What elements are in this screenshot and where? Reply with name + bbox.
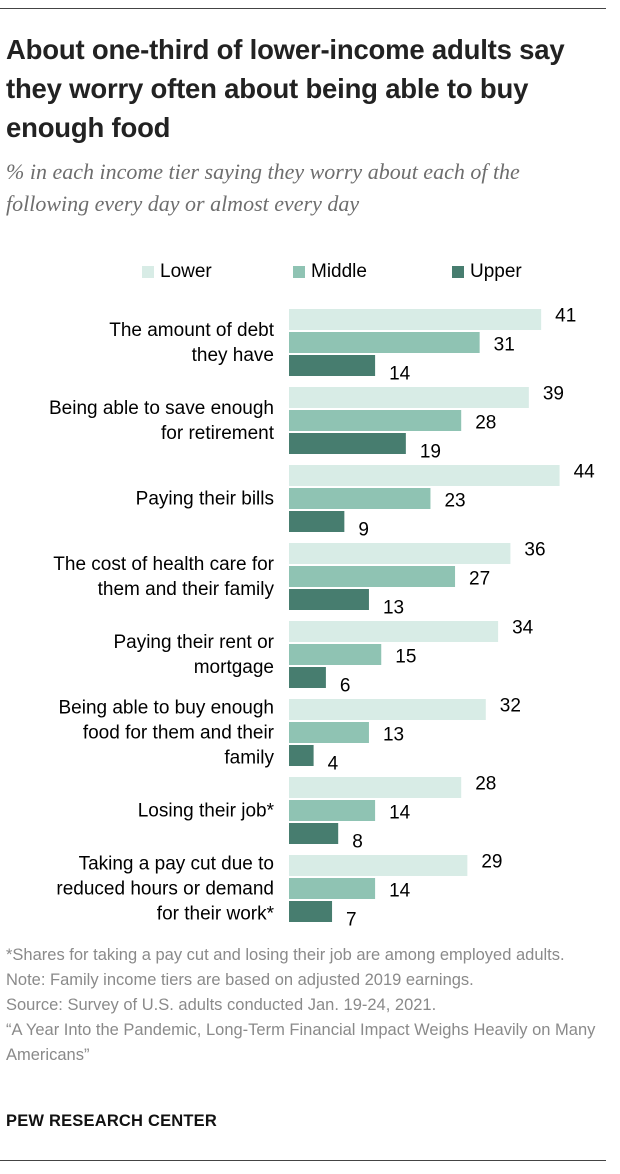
data-label: 15 [395,647,416,668]
top-rule [0,8,606,9]
bar-middle [289,332,480,353]
bar-middle [289,488,431,509]
bar-middle [289,566,456,587]
legend-label-middle: Middle [311,261,367,282]
category-label: The amount of debt [109,320,274,341]
category-label: Taking a pay cut due to [79,854,274,875]
data-label: 27 [469,569,490,590]
category-label: them and their family [98,579,275,600]
bar-lower [289,699,486,720]
legend-label-lower: Lower [160,261,212,282]
category-label: Being able to save enough [49,398,274,419]
bar-upper [289,667,326,688]
legend-label-upper: Upper [470,261,522,282]
chart-title: About one-third of lower-income adults s… [6,34,565,143]
bar-lower [289,309,542,330]
data-label: 14 [389,803,411,824]
data-label: 28 [475,413,496,434]
category-label: reduced hours or demand [56,879,274,900]
data-label: 14 [389,364,411,385]
bar-upper [289,433,406,454]
bar-upper [289,355,376,376]
data-label: 41 [555,306,576,327]
bar-middle [289,722,369,743]
bar-lower [289,543,511,564]
data-label: 6 [340,676,351,697]
legend-swatch-lower [142,266,154,278]
legend-item-lower: Lower [142,259,212,285]
category-label: they have [192,345,274,366]
bar-upper [289,823,339,844]
category-label: for retirement [161,423,275,444]
legend-item-middle: Middle [293,259,367,285]
data-label: 34 [512,618,534,639]
pew-brand: PEW RESEARCH CENTER [6,1112,217,1130]
report-title: “A Year Into the Pandemic, Long-Term Fin… [6,1021,596,1064]
category-label: Paying their bills [136,489,274,510]
bar-lower [289,387,529,408]
data-label: 19 [420,442,441,463]
category-label: Being able to buy enough [58,698,274,719]
bar-upper [289,901,333,922]
data-label: 13 [383,725,404,746]
bar-lower [289,465,560,486]
bar-middle [289,410,462,431]
data-label: 9 [358,520,369,541]
bar-chart: The amount of debt they have 41 31 14 Being a… [49,306,596,931]
bar-upper [289,745,314,766]
data-label: 36 [524,540,545,561]
legend-swatch-middle [293,266,305,278]
chart-subtitle: % in each income tier saying they worry … [6,159,520,216]
data-label: 32 [500,696,521,717]
footnote-employed: *Shares for taking a pay cut and losing … [6,946,565,964]
bar-middle [289,800,376,821]
category-label: Paying their rent or [113,632,274,653]
data-label: 31 [494,335,515,356]
data-label: 28 [475,774,496,795]
legend-item-upper: Upper [452,259,522,285]
bar-lower [289,621,499,642]
category-label: mortgage [194,657,274,678]
data-label: 7 [346,910,357,931]
data-label: 13 [383,598,404,619]
category-label: for their work* [157,904,275,925]
note-income-tiers: Note: Family income tiers are based on a… [6,971,474,989]
data-label: 14 [389,881,411,902]
data-label: 4 [328,754,339,775]
source-line: Source: Survey of U.S. adults conducted … [6,996,437,1014]
data-label: 29 [481,852,502,873]
legend-swatch-upper [452,266,464,278]
bar-upper [289,589,369,610]
category-label: family [224,748,274,769]
bottom-rule [0,1160,606,1161]
data-label: 23 [444,491,465,512]
data-label: 39 [543,384,564,405]
bar-lower [289,855,468,876]
category-label: The cost of health care for [53,554,274,575]
bar-middle [289,878,376,899]
data-label: 44 [574,462,596,483]
category-label: Losing their job* [138,801,275,822]
bar-upper [289,511,345,532]
bar-middle [289,644,382,665]
data-label: 8 [352,832,363,853]
bar-lower [289,777,462,798]
category-label: food for them and their [83,723,275,744]
chart-notes: *Shares for taking a pay cut and losing … [6,943,606,1068]
